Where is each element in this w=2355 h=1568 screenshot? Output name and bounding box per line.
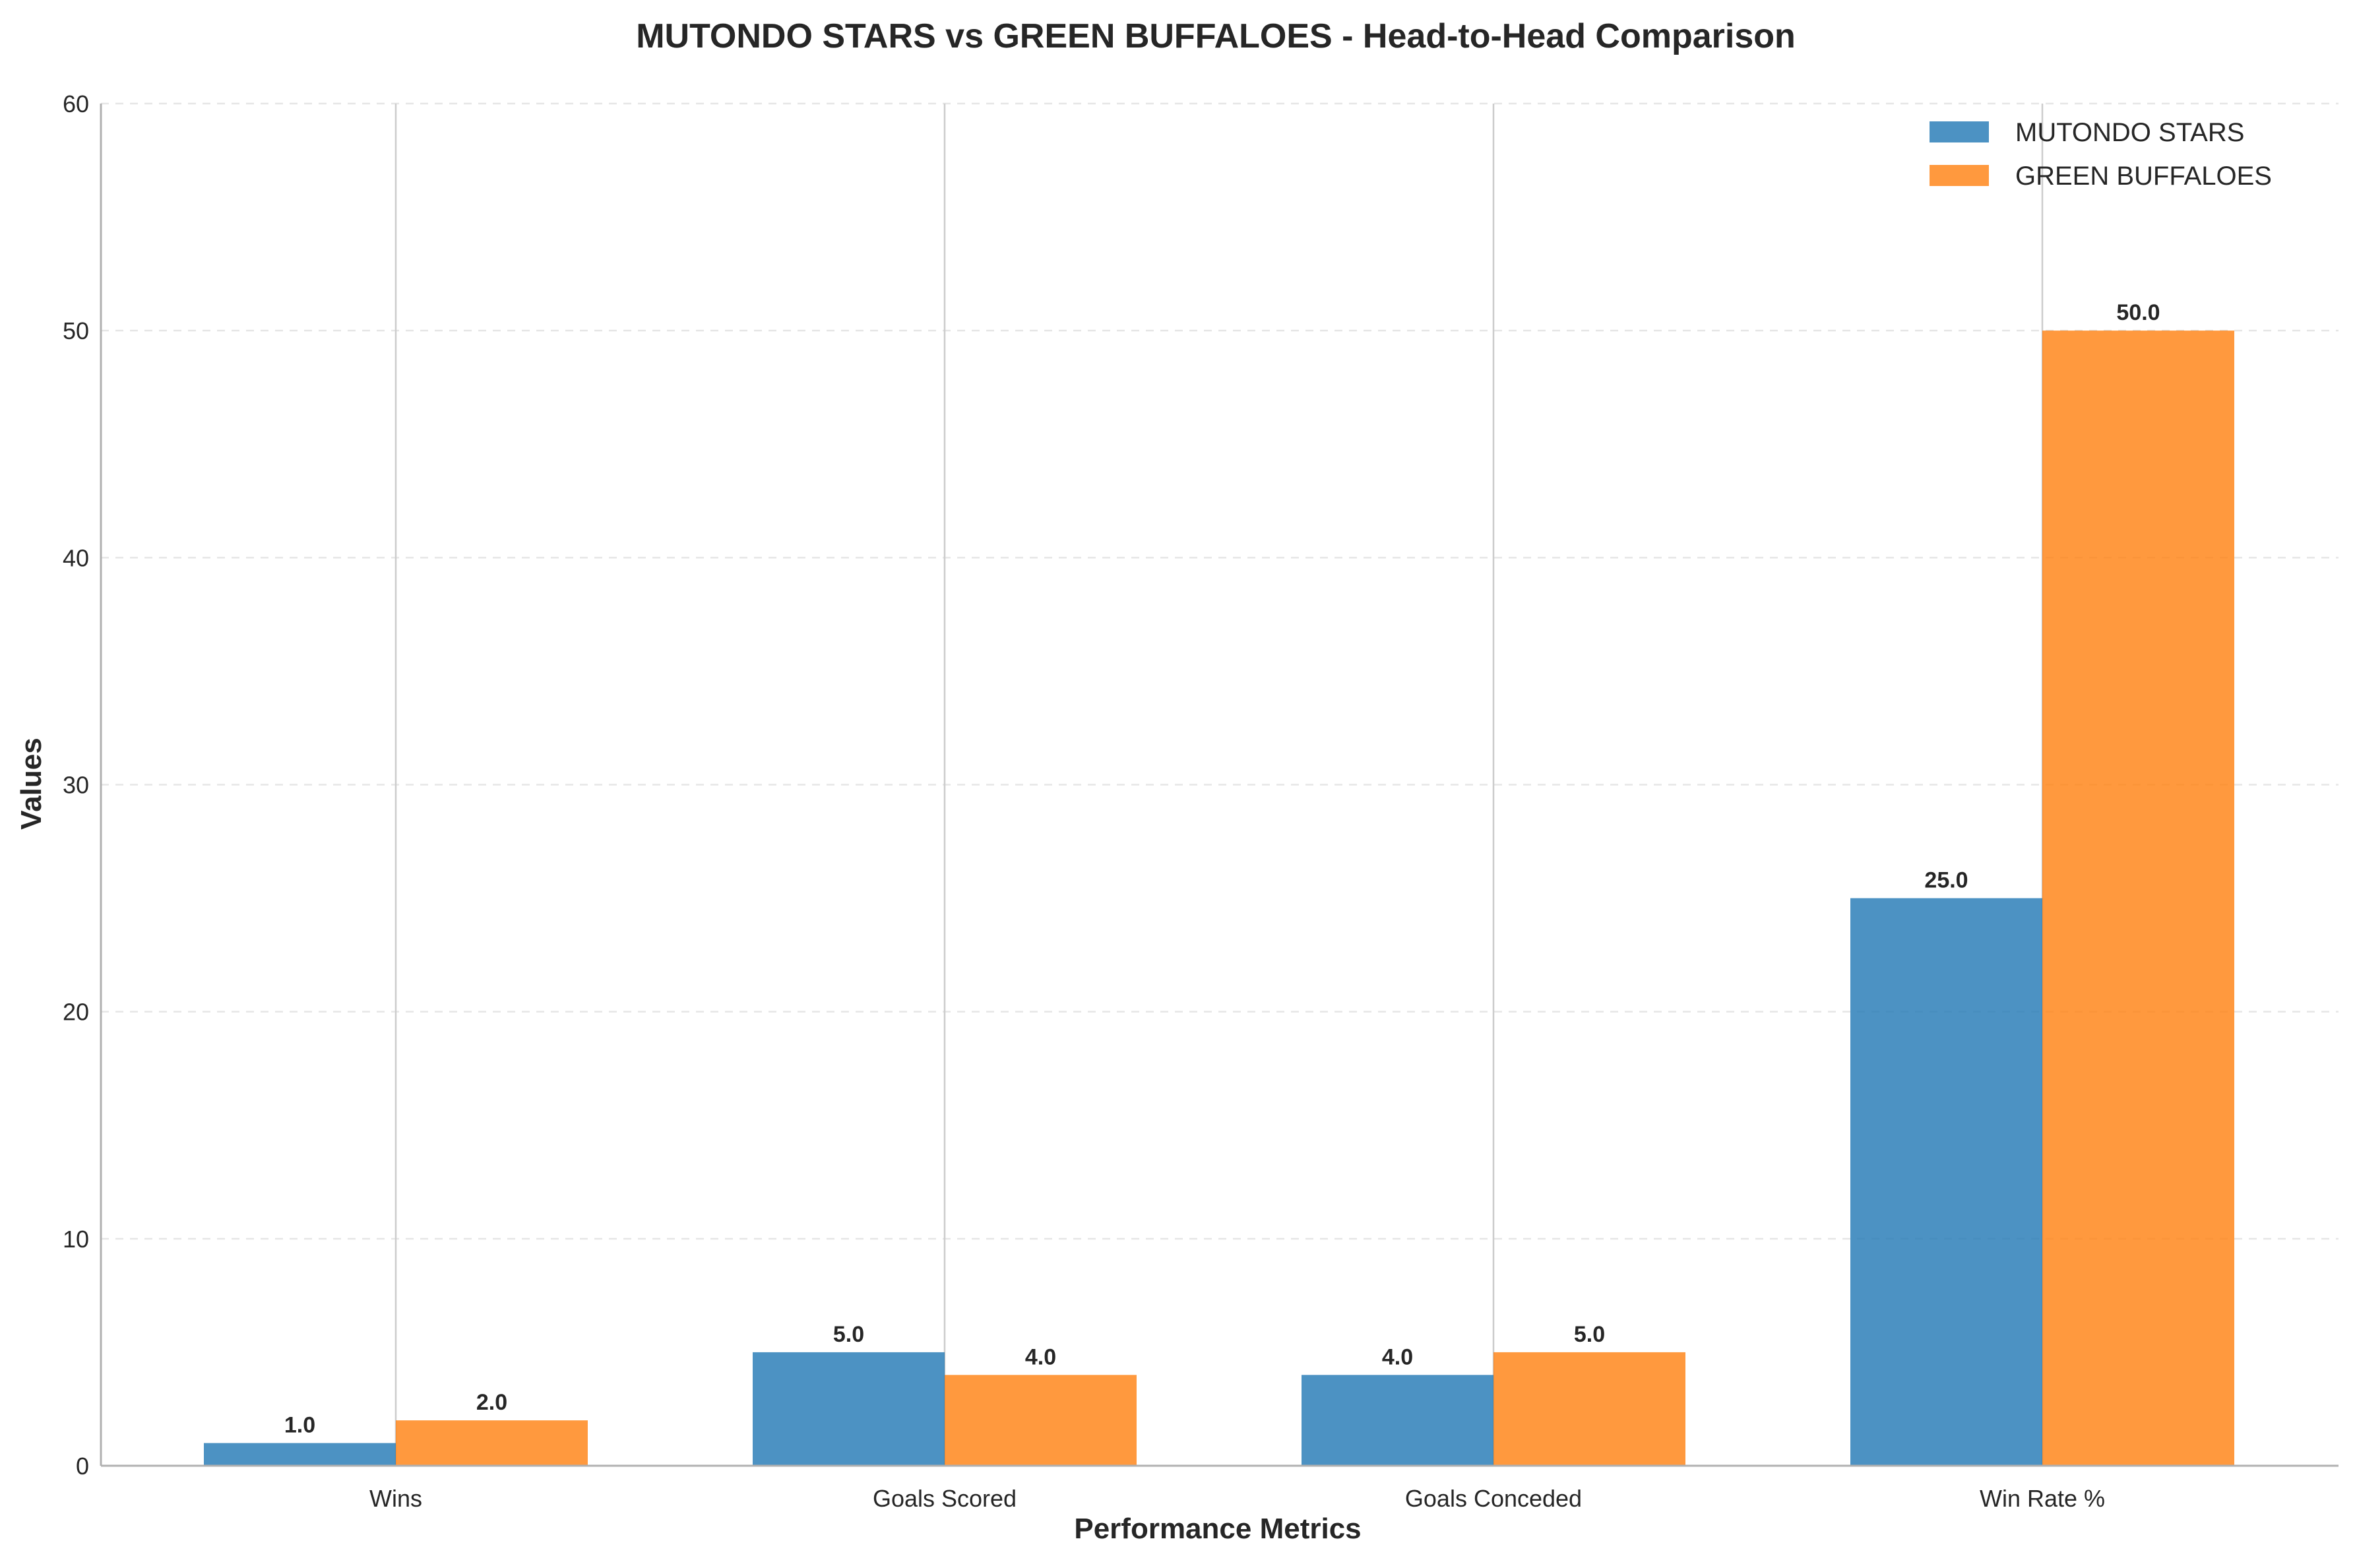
x-axis-title: Performance Metrics xyxy=(1074,1513,1361,1545)
data-label: 25.0 xyxy=(1924,868,1968,893)
bar-mutondo-stars xyxy=(204,1443,396,1466)
data-label: 2.0 xyxy=(476,1390,507,1415)
x-tick-label: Wins xyxy=(369,1485,422,1512)
x-tick-label: Win Rate % xyxy=(1980,1485,2105,1512)
legend-label: MUTONDO STARS xyxy=(2015,118,2244,147)
y-tick-label: 60 xyxy=(63,90,89,117)
data-label: 5.0 xyxy=(833,1322,864,1347)
bar-green-buffaloes xyxy=(2042,330,2234,1466)
data-label: 5.0 xyxy=(1574,1322,1605,1347)
axes xyxy=(100,104,2339,1467)
bar-green-buffaloes xyxy=(945,1375,1137,1466)
data-label: 4.0 xyxy=(1025,1344,1056,1369)
x-tick-label: Goals Scored xyxy=(873,1485,1017,1512)
bar-green-buffaloes xyxy=(396,1420,588,1466)
chart-title: MUTONDO STARS vs GREEN BUFFALOES - Head-… xyxy=(636,17,1796,55)
legend-swatch xyxy=(1930,165,1989,186)
legend-label: GREEN BUFFALOES xyxy=(2015,162,2272,191)
data-label: 1.0 xyxy=(284,1413,315,1438)
y-tick-label: 30 xyxy=(63,772,89,799)
y-tick-label: 0 xyxy=(76,1453,89,1480)
bar-mutondo-stars xyxy=(1302,1375,1493,1466)
data-label: 50.0 xyxy=(2116,300,2160,325)
y-tick-label: 40 xyxy=(63,544,89,571)
bar-green-buffaloes xyxy=(1493,1352,1685,1466)
data-label: 4.0 xyxy=(1382,1344,1413,1369)
legend-swatch xyxy=(1930,121,1989,142)
tick-labels: Wins Goals Scored Goals Conceded Win Rate %… xyxy=(63,90,2105,1512)
data-labels: 1.0 5.0 4.0 25.0 2.0 4.0 5.0 50.0 xyxy=(284,300,2160,1437)
bars xyxy=(204,330,2234,1466)
legend: MUTONDO STARS GREEN BUFFALOES xyxy=(1930,118,2272,191)
bar-mutondo-stars xyxy=(1850,898,2042,1466)
x-tick-label: Goals Conceded xyxy=(1405,1485,1582,1512)
y-axis-title: Values xyxy=(15,737,47,829)
y-tick-label: 10 xyxy=(63,1226,89,1253)
y-tick-label: 20 xyxy=(63,999,89,1026)
y-tick-label: 50 xyxy=(63,317,89,344)
bar-mutondo-stars xyxy=(753,1352,945,1466)
